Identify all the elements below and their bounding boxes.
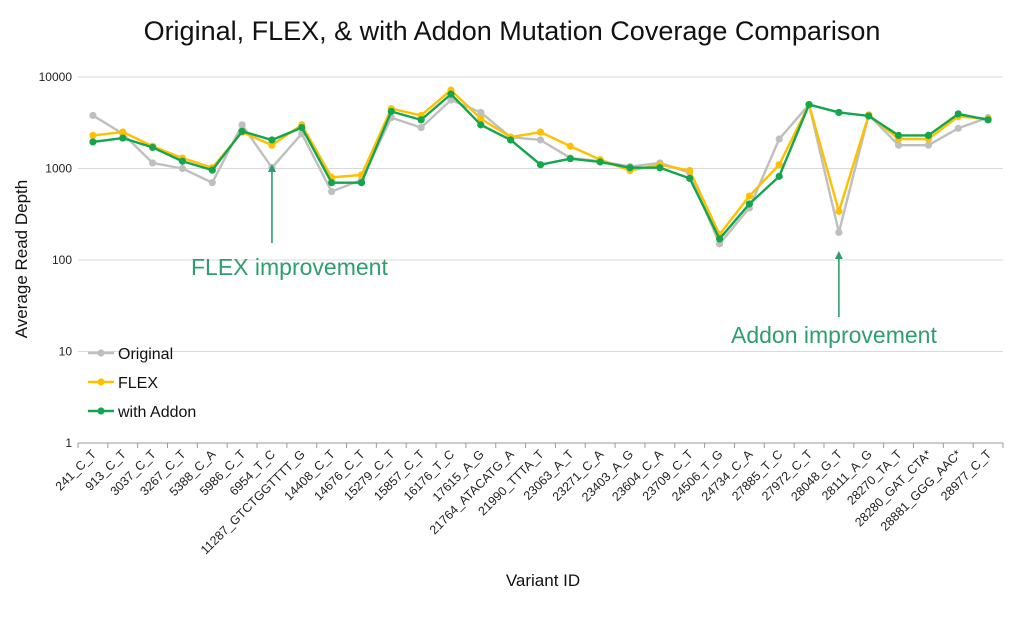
data-point	[298, 123, 306, 132]
data-point	[865, 112, 873, 120]
data-point	[536, 161, 545, 169]
data-point	[835, 108, 843, 117]
data-point	[715, 240, 724, 248]
data-point	[745, 192, 753, 200]
legend-label: Original	[118, 346, 173, 363]
legend: Original FLEX with Addon	[88, 346, 196, 421]
data-point	[656, 164, 664, 172]
data-point	[954, 110, 962, 118]
data-point	[89, 131, 97, 140]
series-lines	[89, 86, 992, 248]
data-point	[566, 155, 574, 163]
data-point	[835, 207, 843, 215]
annotations: FLEX improvement Addon improvement	[191, 164, 937, 348]
chart-title: Original, FLEX, & with Addon Mutation Co…	[144, 16, 881, 46]
gridlines	[78, 76, 1003, 444]
data-point	[208, 179, 216, 187]
data-point	[89, 111, 97, 120]
data-point	[357, 179, 366, 187]
data-point	[686, 166, 694, 175]
data-point	[148, 143, 157, 152]
data-point	[894, 131, 903, 140]
data-point	[596, 158, 604, 166]
x-axis-ticks: 241_C_T913_C_T3037_C_T3267_C_T5388_C_A59…	[53, 443, 1004, 557]
y-tick-label: 100	[52, 253, 72, 267]
data-point	[686, 174, 694, 182]
data-point	[238, 121, 246, 129]
y-tick-label: 1	[65, 436, 72, 450]
annotation-label: FLEX improvement	[191, 254, 388, 280]
legend-marker	[97, 378, 105, 386]
annotation-arrowhead	[834, 251, 843, 259]
data-point	[835, 228, 843, 237]
data-point	[775, 161, 783, 169]
data-point	[119, 134, 127, 142]
data-point	[924, 141, 933, 149]
data-point	[984, 116, 992, 124]
data-point	[536, 136, 545, 144]
y-axis-ticks: 1 10 100 1000 10000	[39, 70, 73, 450]
annotation-label: Addon improvement	[731, 322, 937, 348]
legend-marker	[97, 407, 105, 415]
data-point	[924, 131, 933, 140]
data-point	[477, 115, 485, 123]
data-point	[507, 136, 515, 144]
data-point	[268, 141, 276, 149]
data-point	[566, 142, 574, 150]
data-point	[477, 108, 485, 117]
data-point	[805, 100, 813, 109]
series-line-original	[92, 98, 989, 246]
y-axis-title: Average Read Depth	[12, 180, 31, 338]
data-point	[328, 179, 336, 187]
data-point	[178, 157, 187, 165]
data-point	[417, 116, 425, 124]
data-point	[477, 121, 485, 129]
data-point	[148, 159, 157, 167]
data-point	[387, 107, 395, 116]
data-point	[447, 90, 455, 98]
data-point	[238, 127, 246, 135]
data-point	[208, 166, 216, 174]
x-axis-title: Variant ID	[506, 571, 580, 590]
y-tick-label: 10000	[39, 70, 73, 84]
data-point	[715, 235, 724, 243]
data-point	[178, 164, 187, 173]
annotation-arrowhead	[267, 164, 276, 172]
data-point	[536, 128, 545, 136]
data-point	[328, 187, 336, 196]
data-point	[119, 128, 127, 136]
data-point	[268, 136, 276, 144]
data-point	[745, 200, 753, 208]
data-point	[775, 172, 783, 180]
data-point	[89, 138, 97, 146]
data-point	[626, 164, 634, 172]
data-point	[447, 96, 455, 104]
legend-marker	[97, 349, 105, 357]
legend-label: with Addon	[117, 404, 196, 421]
data-point	[417, 123, 425, 132]
data-point	[775, 135, 783, 143]
legend-label: FLEX	[118, 375, 158, 392]
data-point	[894, 141, 903, 149]
y-tick-label: 10	[59, 345, 73, 359]
y-tick-label: 1000	[45, 162, 72, 176]
data-point	[954, 124, 962, 132]
